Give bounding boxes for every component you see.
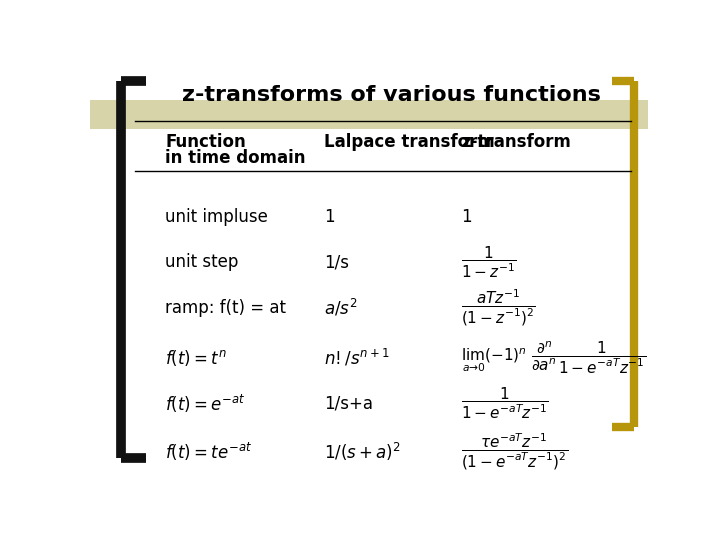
Text: $1/(s+a)^{2}$: $1/(s+a)^{2}$ — [324, 441, 401, 463]
Text: unit impluse: unit impluse — [166, 207, 269, 226]
Text: Function: Function — [166, 133, 246, 151]
Text: z-transforms of various functions: z-transforms of various functions — [182, 85, 600, 105]
Text: Lalpace transform: Lalpace transform — [324, 133, 495, 151]
Text: $\lim_{a\to 0}(-1)^{n}\,\dfrac{\partial^{n}}{\partial a^{n}}\dfrac{1}{1-e^{-aT}z: $\lim_{a\to 0}(-1)^{n}\,\dfrac{\partial^… — [461, 340, 646, 376]
Text: $f(t) = e^{-at}$: $f(t) = e^{-at}$ — [166, 393, 246, 415]
Text: in time domain: in time domain — [166, 150, 306, 167]
Text: z-transform: z-transform — [461, 133, 571, 151]
Text: ramp: f(t) = at: ramp: f(t) = at — [166, 299, 287, 317]
Text: 1: 1 — [461, 207, 472, 226]
Text: 1/s: 1/s — [324, 253, 349, 271]
Text: 1/s+a: 1/s+a — [324, 395, 374, 413]
Text: unit step: unit step — [166, 253, 239, 271]
Text: 1: 1 — [324, 207, 335, 226]
Bar — [90, 100, 648, 129]
Text: $\dfrac{1}{1-z^{-1}}$: $\dfrac{1}{1-z^{-1}}$ — [461, 245, 516, 280]
Text: $\dfrac{1}{1-e^{-aT}z^{-1}}$: $\dfrac{1}{1-e^{-aT}z^{-1}}$ — [461, 386, 549, 421]
Text: $\dfrac{\tau e^{-aT}z^{-1}}{(1-e^{-aT}z^{-1})^{2}}$: $\dfrac{\tau e^{-aT}z^{-1}}{(1-e^{-aT}z^… — [461, 432, 568, 472]
Text: $\dfrac{aTz^{-1}}{(1-z^{-1})^{2}}$: $\dfrac{aTz^{-1}}{(1-z^{-1})^{2}}$ — [461, 288, 536, 328]
Text: $f(t) = t^{n}$: $f(t) = t^{n}$ — [166, 348, 228, 368]
Text: $n!/s^{n+1}$: $n!/s^{n+1}$ — [324, 347, 390, 368]
Text: $a/s^{2}$: $a/s^{2}$ — [324, 298, 358, 319]
Text: $f(t) =te^{-at}$: $f(t) =te^{-at}$ — [166, 441, 253, 463]
